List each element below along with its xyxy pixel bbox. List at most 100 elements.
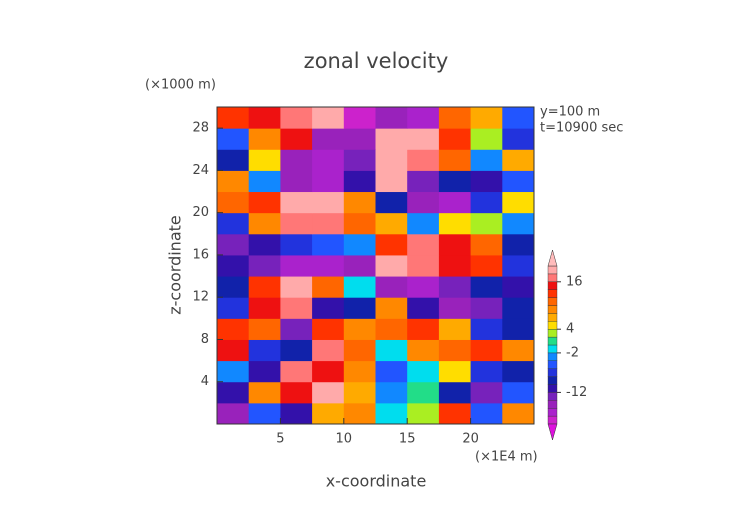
cell — [280, 149, 313, 171]
cell — [280, 297, 313, 319]
cell — [312, 381, 345, 404]
colorbar-band — [547, 313, 558, 322]
cell — [312, 212, 345, 235]
cell — [438, 128, 472, 150]
cell — [438, 254, 472, 277]
cell — [312, 360, 345, 383]
cell — [502, 107, 535, 129]
cell — [217, 128, 250, 150]
cell — [375, 107, 408, 129]
cell — [248, 191, 281, 214]
plot-frame — [216, 106, 535, 425]
chart-title: zonal velocity — [304, 49, 449, 73]
colorbar-band — [547, 400, 558, 409]
cell — [375, 276, 408, 298]
cell — [407, 191, 440, 214]
cell — [470, 402, 503, 425]
cell — [248, 402, 281, 425]
cell — [343, 339, 376, 362]
colorbar-band — [547, 344, 558, 354]
y-tick-label: 20 — [192, 205, 209, 220]
cell — [248, 381, 281, 404]
colorbar-band — [547, 281, 558, 290]
cell — [438, 360, 472, 383]
cell — [375, 360, 408, 383]
cell — [343, 402, 376, 425]
cell — [280, 128, 313, 150]
cell — [280, 212, 313, 235]
y-tick-label: 8 — [201, 332, 209, 347]
colorbar-band — [547, 305, 558, 314]
cell — [502, 381, 535, 404]
cell — [470, 339, 503, 362]
cell — [217, 381, 250, 404]
cell — [217, 339, 250, 362]
cell — [343, 276, 376, 298]
x-axis-label: x-coordinate — [326, 472, 427, 491]
cell — [280, 191, 313, 214]
cell — [217, 360, 250, 383]
cell — [375, 297, 408, 319]
colorbar-tick-label: -12 — [566, 385, 587, 400]
cell — [470, 149, 503, 171]
cell — [407, 128, 440, 150]
y-tick-label: 28 — [192, 121, 209, 136]
colorbar-band — [547, 376, 558, 385]
cell — [280, 360, 313, 383]
cell — [343, 107, 376, 129]
cell — [438, 297, 472, 319]
cell — [375, 381, 408, 404]
cell — [343, 212, 376, 235]
cell — [312, 318, 345, 340]
colorbar-band — [547, 273, 558, 282]
cell — [312, 254, 345, 277]
y-unit: (×1000 m) — [145, 78, 216, 93]
annotation: t=10900 sec — [540, 121, 623, 136]
cell — [343, 381, 376, 404]
cell — [502, 318, 535, 340]
cell — [280, 254, 313, 277]
cell — [280, 318, 313, 340]
cell — [217, 107, 250, 129]
x-tick-label: 5 — [276, 432, 284, 447]
cell — [343, 149, 376, 171]
cell — [280, 170, 313, 193]
cell — [470, 212, 503, 235]
cell — [375, 191, 408, 214]
cell — [407, 381, 440, 404]
cell — [248, 170, 281, 193]
cell — [438, 149, 472, 171]
cell — [438, 402, 472, 425]
cell — [375, 170, 408, 193]
cell — [407, 254, 440, 277]
cell — [248, 149, 281, 171]
cell — [375, 402, 408, 425]
cell — [312, 149, 345, 171]
colorbar-tick-label: -2 — [566, 345, 579, 360]
cell — [280, 381, 313, 404]
cell — [280, 233, 313, 256]
x-tick-label: 15 — [399, 432, 416, 447]
cell — [248, 233, 281, 256]
cell — [438, 212, 472, 235]
y-tick-label: 12 — [192, 290, 209, 305]
cell — [248, 339, 281, 362]
colorbar-band — [547, 360, 558, 369]
cell — [375, 128, 408, 150]
cell — [248, 360, 281, 383]
cell — [343, 128, 376, 150]
cell — [438, 276, 472, 298]
cell — [312, 402, 345, 425]
cell — [312, 191, 345, 214]
cell — [343, 318, 376, 340]
colorbar-band — [547, 415, 558, 425]
colorbar-band — [547, 321, 558, 330]
cell — [312, 170, 345, 193]
colorbar-band — [547, 368, 558, 377]
cell — [407, 233, 440, 256]
cell — [375, 318, 408, 340]
cell — [375, 233, 408, 256]
y-axis-label: z-coordinate — [166, 215, 185, 315]
colorbar-band — [547, 329, 558, 338]
y-tick-label: 16 — [192, 247, 209, 262]
